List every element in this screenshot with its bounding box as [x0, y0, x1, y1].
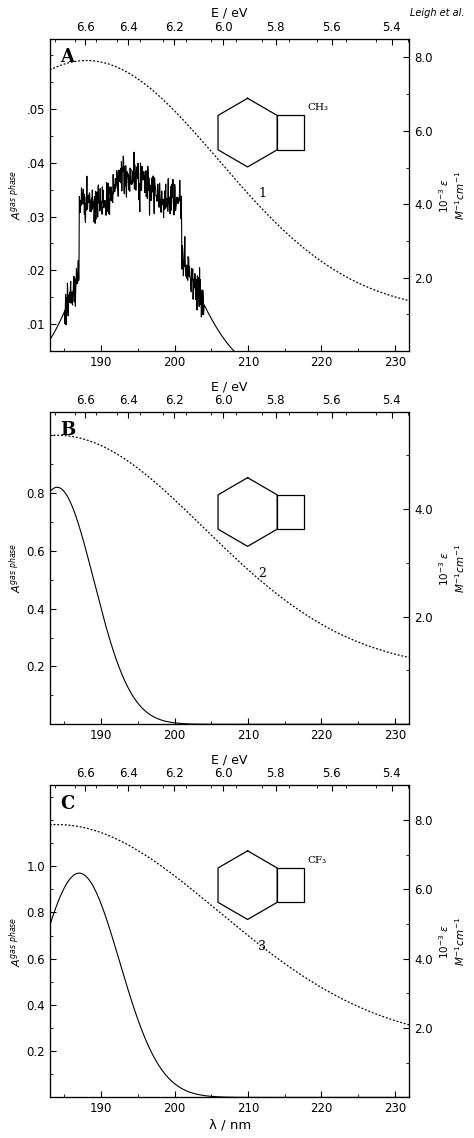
- X-axis label: λ / nm: λ / nm: [209, 1118, 251, 1131]
- Text: CF₃: CF₃: [308, 856, 327, 865]
- Y-axis label: $10^{-3}\ \varepsilon$
$M^{-1}cm^{-1}$: $10^{-3}\ \varepsilon$ $M^{-1}cm^{-1}$: [437, 171, 467, 220]
- Text: 2: 2: [258, 567, 266, 579]
- X-axis label: E / eV: E / eV: [211, 380, 248, 393]
- Text: 3: 3: [258, 940, 266, 953]
- Y-axis label: $A^{gas\ phase}$: $A^{gas\ phase}$: [7, 916, 24, 966]
- Y-axis label: $A^{gas\ phase}$: $A^{gas\ phase}$: [7, 543, 24, 593]
- Text: Leigh et al.: Leigh et al.: [410, 8, 465, 18]
- Y-axis label: $A^{gas\ phase}$: $A^{gas\ phase}$: [7, 170, 24, 221]
- Text: CH₃: CH₃: [308, 104, 329, 113]
- Y-axis label: $10^{-3}\ \varepsilon$
$M^{-1}cm^{-1}$: $10^{-3}\ \varepsilon$ $M^{-1}cm^{-1}$: [437, 917, 467, 966]
- X-axis label: E / eV: E / eV: [211, 7, 248, 20]
- Text: B: B: [61, 421, 76, 439]
- Text: C: C: [61, 794, 75, 813]
- Text: 1: 1: [258, 188, 266, 200]
- X-axis label: E / eV: E / eV: [211, 753, 248, 766]
- Y-axis label: $10^{-3}\ \varepsilon$
$M^{-1}cm^{-1}$: $10^{-3}\ \varepsilon$ $M^{-1}cm^{-1}$: [437, 544, 467, 593]
- Text: A: A: [61, 48, 74, 66]
